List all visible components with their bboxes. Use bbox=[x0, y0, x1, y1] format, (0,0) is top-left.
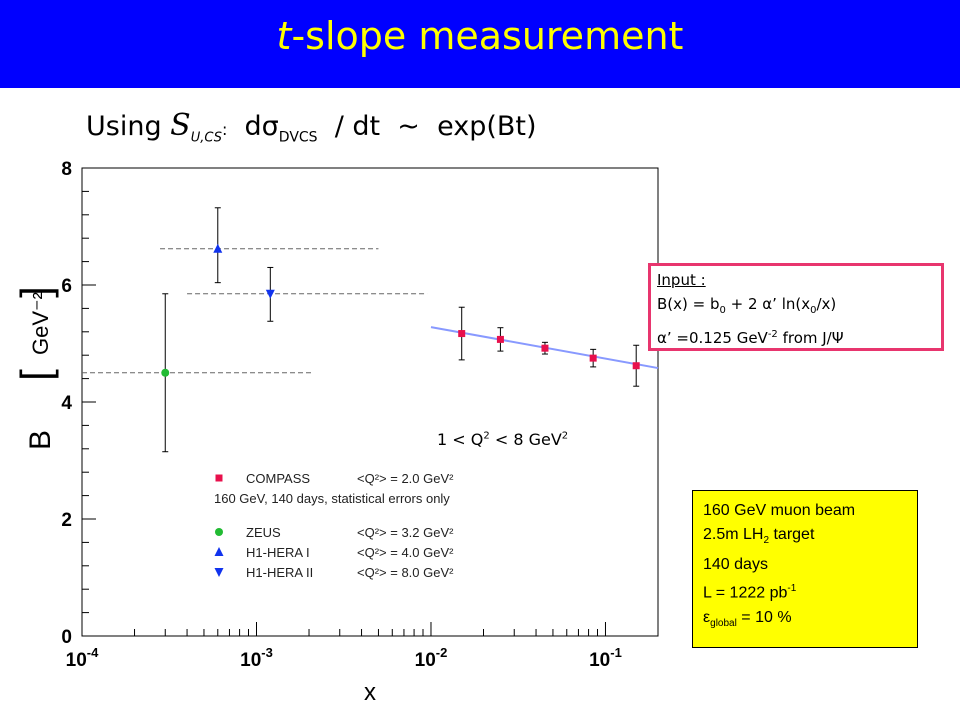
title-italic-t: t bbox=[276, 14, 292, 58]
q2-range-label: 1 < Q2 < 8 GeV2 bbox=[437, 430, 568, 449]
subtitle-formula: Using SU,CS: dσDVCS / dt ~ exp(Bt) bbox=[86, 108, 537, 145]
data-marks bbox=[161, 207, 640, 453]
beam-line-3: 140 days bbox=[703, 556, 768, 574]
data-point-zeus bbox=[161, 368, 170, 377]
y-axis-label: B [ GeV⁻² ] bbox=[12, 286, 59, 450]
beam-line-4: L = 1222 pb-1 bbox=[703, 577, 907, 605]
target-part: 2.5m LH bbox=[703, 526, 764, 543]
x-tick-label: 10-2 bbox=[415, 645, 448, 671]
sigma-symbol: σ bbox=[261, 111, 279, 142]
legend-marker bbox=[214, 547, 224, 556]
input-formula: B(x) = b0 + 2 α’ ln(x0/x) bbox=[657, 292, 935, 323]
formula-d: d bbox=[227, 111, 262, 142]
y-tick-label: 6 bbox=[61, 276, 72, 297]
page-title: t-slope measurement bbox=[0, 14, 960, 58]
legend-q2: <Q²> = 3.2 GeV² bbox=[357, 525, 454, 540]
formula-part: + 2 α’ ln(x bbox=[725, 295, 811, 313]
legend-label: H1-HERA II bbox=[246, 565, 313, 580]
y-axis-bracket-close: ] bbox=[12, 286, 59, 298]
legend-label: ZEUS bbox=[246, 525, 281, 540]
legend-q2: <Q²> = 8.0 GeV² bbox=[357, 565, 454, 580]
q2-part: < 8 GeV bbox=[489, 430, 562, 449]
data-point-h1-hera-i bbox=[213, 243, 223, 253]
data-point-compass bbox=[541, 344, 549, 352]
formula-sub: 0 bbox=[810, 305, 817, 316]
legend-marker bbox=[215, 474, 223, 482]
y-tick-label: 8 bbox=[61, 159, 72, 180]
alpha-part: α’ =0.125 GeV bbox=[657, 329, 768, 347]
data-point-h1-hera-ii bbox=[265, 289, 275, 299]
y-tick-label: 0 bbox=[61, 627, 72, 648]
x-tick-label: 10-4 bbox=[66, 645, 99, 671]
data-point-compass bbox=[458, 330, 466, 338]
x-axis-label: x bbox=[364, 679, 376, 706]
data-point-compass bbox=[496, 335, 504, 343]
x-tick-label: 10-1 bbox=[589, 645, 622, 671]
data-point-compass bbox=[589, 354, 597, 362]
eff-sub: global bbox=[710, 617, 737, 629]
beam-line-2: 2.5m LH2 target bbox=[703, 523, 907, 553]
title-rest: -slope measurement bbox=[291, 14, 684, 58]
alpha-sup: -2 bbox=[767, 329, 778, 340]
y-axis-b: B bbox=[24, 430, 57, 450]
legend-note: 160 GeV, 140 days, statistical errors on… bbox=[214, 491, 450, 506]
lumi-sup: -1 bbox=[787, 583, 797, 595]
y-axis-unit: GeV⁻² bbox=[28, 292, 53, 355]
input-header: Input : bbox=[657, 271, 706, 289]
beam-line-5: εglobal = 10 % bbox=[703, 606, 907, 636]
beam-info-box: 160 GeV muon beam 2.5m LH2 target 140 da… bbox=[692, 490, 918, 648]
title-banner: t-slope measurement bbox=[0, 0, 960, 88]
ticks-layer: 0 2 4 6 8 10-4 10-3 10-2 10-1 bbox=[61, 159, 659, 671]
legend-label: COMPASS bbox=[246, 471, 310, 486]
legend-q2: <Q²> = 2.0 GeV² bbox=[357, 471, 454, 486]
legend-marker bbox=[214, 568, 224, 577]
x-range-bars bbox=[82, 248, 428, 374]
beam-line-1: 160 GeV muon beam bbox=[703, 502, 856, 519]
sigma-subscript: DVCS bbox=[278, 129, 318, 146]
formula-sub: 0 bbox=[719, 305, 726, 316]
s-symbol: S bbox=[170, 108, 191, 143]
x-tick-label: 10-3 bbox=[240, 645, 273, 671]
formula-part: /x) bbox=[816, 295, 837, 313]
q2-sup: 2 bbox=[561, 430, 569, 442]
lumi-part: L = 1222 pb bbox=[703, 584, 788, 602]
legend-marker bbox=[215, 528, 223, 536]
formula-rest: / dt ~ exp(Bt) bbox=[317, 111, 537, 142]
legend-label: H1-HERA I bbox=[246, 545, 310, 560]
plot-frame bbox=[81, 167, 659, 637]
eff-part: = 10 % bbox=[736, 608, 792, 626]
target-part: target bbox=[769, 526, 815, 543]
alpha-part: from J/Ψ bbox=[777, 329, 844, 347]
y-tick-label: 2 bbox=[61, 510, 72, 531]
target-sub: 2 bbox=[763, 535, 770, 547]
formula-part: B(x) = b bbox=[657, 295, 720, 313]
q2-part: 1 < Q bbox=[437, 430, 484, 449]
y-axis-bracket-open: [ bbox=[12, 369, 59, 381]
y-tick-label: 4 bbox=[61, 393, 72, 414]
data-point-compass bbox=[632, 362, 640, 370]
subtitle-prefix: Using bbox=[86, 111, 171, 142]
legend-q2: <Q²> = 4.0 GeV² bbox=[357, 545, 454, 560]
subtitle-colon: : bbox=[221, 120, 228, 139]
legend: COMPASS <Q²> = 2.0 GeV² 160 GeV, 140 days,… bbox=[214, 471, 454, 580]
s-subscript: U,CS bbox=[190, 130, 222, 146]
input-box: Input : B(x) = b0 + 2 α’ ln(x0/x) α’ =0.… bbox=[648, 263, 944, 351]
eff-part: ε bbox=[703, 608, 711, 626]
input-alpha: α’ =0.125 GeV-2 from J/Ψ bbox=[657, 323, 935, 350]
q2-sup: 2 bbox=[483, 430, 490, 442]
